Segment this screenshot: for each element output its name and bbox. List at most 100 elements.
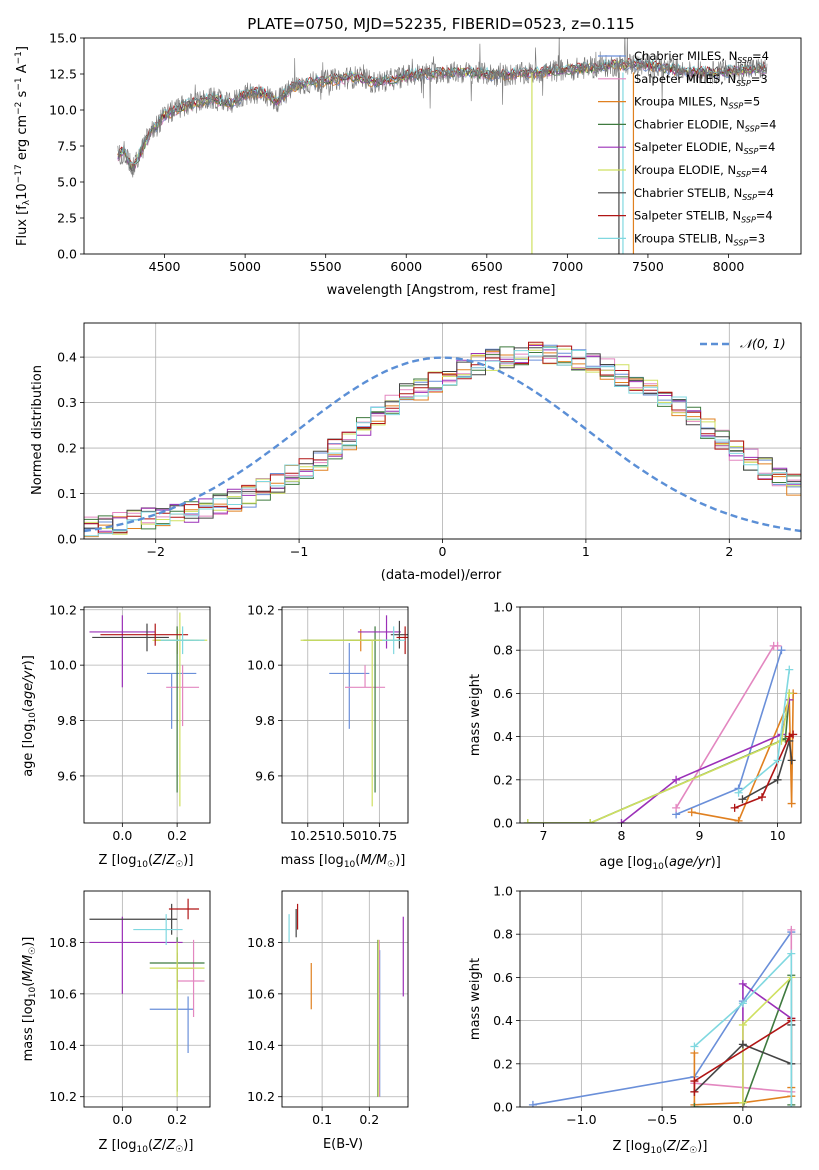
weight-vs-Z-xlabel: Z [log10(Z/Z☉)] bbox=[613, 1139, 708, 1156]
normal-legend-label: 𝒩(0, 1) bbox=[740, 336, 786, 351]
series-point bbox=[734, 788, 743, 797]
y-tick-label: 10.0 bbox=[247, 658, 275, 673]
x-tick-label: 10 bbox=[770, 828, 786, 843]
series-line bbox=[527, 693, 791, 823]
series-point bbox=[738, 795, 747, 804]
x-tick-label: 7500 bbox=[632, 259, 664, 274]
y-tick-label: 0.3 bbox=[57, 395, 77, 410]
series-point bbox=[734, 816, 743, 823]
x-tick-label: 6500 bbox=[471, 259, 503, 274]
legend-label-chabrier-elodie: Chabrier ELODIE, NSSP=4 bbox=[634, 117, 776, 133]
legend-label-chabrier-miles: Chabrier MILES, NSSP=4 bbox=[634, 49, 769, 65]
residual-ylabel: Normed distribution bbox=[30, 365, 45, 495]
legend-label-salpeter-elodie: Salpeter ELODIE, NSSP=4 bbox=[634, 140, 775, 156]
y-tick-label: 10.4 bbox=[247, 1038, 275, 1053]
series-chabrier-elodie bbox=[523, 689, 794, 823]
axes-frame bbox=[281, 606, 409, 824]
y-tick-label: 1.0 bbox=[493, 600, 513, 615]
spectrum-legend: Chabrier MILES, NSSP=4 Salpeter MILES, NS… bbox=[598, 49, 776, 247]
errorbar-kroupa-stelib bbox=[160, 626, 205, 655]
series-point bbox=[787, 799, 796, 808]
series-kroupa-elodie bbox=[738, 973, 796, 1107]
plot-data bbox=[117, 38, 768, 254]
grid bbox=[84, 891, 210, 1107]
x-tick-label: 0.2 bbox=[359, 1112, 379, 1127]
x-tick-label: 0.2 bbox=[167, 828, 187, 843]
weight-vs-age-ylabel: mass weight bbox=[468, 674, 483, 756]
x-tick-label: 10.50 bbox=[326, 828, 362, 843]
y-tick-label: 0.4 bbox=[493, 1013, 513, 1028]
y-tick-label: 0.2 bbox=[493, 772, 513, 787]
errorbar-chabrier-miles bbox=[329, 643, 370, 729]
mass-vs-ebv-panel: 0.1 0.2 10.2 10.4 10.6 10.8 E(B-V) bbox=[247, 890, 409, 1152]
x-tick-label: −0.5 bbox=[647, 1112, 677, 1127]
series-point bbox=[787, 949, 796, 958]
series-point bbox=[787, 925, 796, 934]
y-tick-label: 0.4 bbox=[493, 729, 513, 744]
spectrum-xlabel: wavelength [Angstrom, rest frame] bbox=[327, 283, 556, 298]
age-vs-Z-ylabel: age [log10(age/yr)] bbox=[21, 655, 38, 777]
y-tick-label: 10.2 bbox=[247, 1089, 275, 1104]
series-point bbox=[690, 1077, 699, 1086]
y-tick-label: 10.4 bbox=[49, 1038, 77, 1053]
x-tick-label: 5000 bbox=[229, 259, 261, 274]
series-chabrier-miles bbox=[672, 646, 786, 819]
legend-label-kroupa-stelib: Kroupa STELIB, NSSP=3 bbox=[634, 231, 765, 247]
errorbar-kroupa-elodie bbox=[149, 942, 205, 1097]
errorbar-salpeter-miles bbox=[166, 665, 200, 727]
series-salpeter-stelib bbox=[730, 730, 798, 812]
observed-spectrum bbox=[117, 38, 768, 178]
series-point bbox=[789, 730, 798, 739]
errorbar-kroupa-elodie bbox=[152, 612, 208, 807]
series-kroupa-stelib bbox=[734, 665, 794, 797]
x-tick-label: 8 bbox=[617, 828, 625, 843]
y-tick-label: 2.5 bbox=[57, 211, 77, 226]
mass-vs-Z-plot: 0.0 0.2 10.2 10.4 10.6 10.8 bbox=[49, 890, 211, 1127]
errorbar-salpeter-stelib bbox=[100, 623, 189, 646]
legend-label-salpeter-stelib: Salpeter STELIB, NSSP=4 bbox=[634, 209, 773, 225]
x-tick-label: −2 bbox=[146, 544, 164, 559]
residual-plot: −2 −1 0 1 2 0.0 0.1 0.2 0.3 0.4 𝒩(0, 1) bbox=[57, 322, 802, 559]
hist-kroupa-stelib bbox=[84, 347, 801, 539]
grid bbox=[282, 607, 408, 823]
series-point bbox=[690, 1087, 699, 1096]
series-point bbox=[690, 1042, 699, 1051]
series-point bbox=[773, 756, 782, 765]
series-point bbox=[523, 819, 532, 823]
x-tick-label: 0 bbox=[439, 544, 447, 559]
x-tick-label: −1.0 bbox=[566, 1112, 596, 1127]
series-point bbox=[738, 1020, 747, 1029]
legend-label-salpeter-miles: Salpeter MILES, NSSP=3 bbox=[634, 72, 768, 88]
weight-vs-age-panel: 7 8 9 10 0.0 0.2 0.4 0.6 0.8 1.0 age [log10(age/y… bbox=[468, 600, 802, 872]
y-tick-label: 9.6 bbox=[255, 768, 275, 783]
x-tick-label: 0.0 bbox=[112, 828, 132, 843]
series-kroupa-elodie bbox=[523, 689, 794, 823]
plot-data bbox=[89, 898, 205, 1097]
y-tick-label: 10.6 bbox=[49, 986, 77, 1001]
age-vs-Z-xlabel: Z [log10(Z/Z☉)] bbox=[99, 853, 194, 870]
spectrum-panel: 4500 5000 5500 6000 6500 7000 7500 8000 0.0 2.5 5.… bbox=[14, 31, 802, 298]
series-point bbox=[617, 819, 626, 823]
series-point bbox=[777, 736, 786, 745]
x-tick-label: 1 bbox=[582, 544, 590, 559]
grid bbox=[282, 891, 408, 1107]
series-line bbox=[738, 669, 791, 794]
series-point bbox=[528, 1100, 537, 1107]
series-point bbox=[773, 641, 782, 650]
errorbar-chabrier-elodie bbox=[155, 626, 194, 793]
age-vs-mass-panel: 10.25 10.50 10.75 9.6 9.8 10.0 10.2 mass [log1… bbox=[247, 602, 409, 870]
mass-vs-Z-xlabel: Z [log10(Z/Z☉)] bbox=[99, 1138, 194, 1155]
y-tick-label: 0.1 bbox=[57, 486, 77, 501]
age-vs-mass-plot: 10.25 10.50 10.75 9.6 9.8 10.0 10.2 bbox=[247, 602, 409, 843]
plot-data bbox=[528, 925, 796, 1107]
y-tick-label: 0.8 bbox=[493, 927, 513, 942]
weight-vs-Z-ylabel: mass weight bbox=[468, 958, 483, 1040]
spectrum-ylabel: Flux [fλ10−17 erg cm−2 s−1 A−1] bbox=[14, 46, 32, 246]
y-tick-label: 0.8 bbox=[493, 643, 513, 658]
weight-vs-Z-plot: −1.0 −0.5 0.0 0.0 0.2 0.4 0.6 0.8 1.0 bbox=[493, 884, 802, 1127]
mass-vs-Z-ylabel: mass [log10(M/M☉)] bbox=[21, 937, 38, 1062]
hist-kroupa-elodie bbox=[84, 348, 801, 539]
y-tick-label: 9.8 bbox=[255, 713, 275, 728]
mass-vs-Z-panel: 0.0 0.2 10.2 10.4 10.6 10.8 Z [log10(Z/Z☉)] m… bbox=[21, 890, 211, 1155]
y-tick-label: 0.4 bbox=[57, 350, 77, 365]
